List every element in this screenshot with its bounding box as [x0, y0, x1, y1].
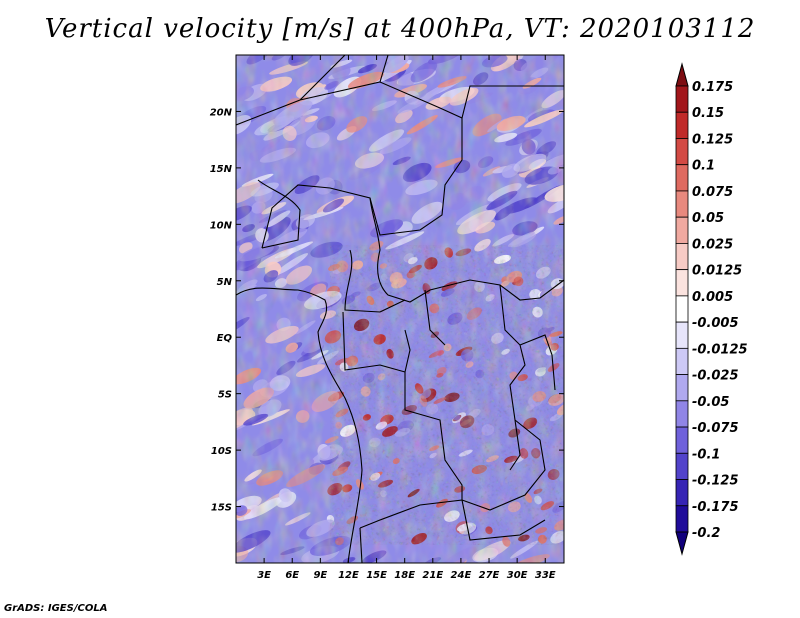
colorbar-label: 0.125: [692, 132, 733, 147]
colorbar-label: -0.025: [692, 369, 739, 384]
y-tick-label: 10N: [210, 220, 233, 231]
x-tick-label: 24E: [451, 570, 472, 581]
x-tick-label: 27E: [479, 570, 500, 581]
colorbar-box: [675, 400, 689, 428]
colorbar: 0.175 0.15 0.125 0.1 0.075 0.05 0.025 0.0125 0.0…: [675, 62, 748, 556]
colorbar-box: [675, 190, 689, 218]
colorbar-box: [675, 111, 689, 139]
colorbar-label: -0.0125: [692, 342, 748, 357]
colorbar-label: 0.025: [692, 237, 733, 252]
colorbar-label: 0.15: [692, 106, 724, 121]
colorbar-box: [675, 347, 689, 375]
colorbar-label: -0.075: [692, 421, 739, 436]
colorbar-label: -0.175: [692, 500, 739, 515]
credit-text: GrADS: IGES/COLA: [4, 603, 108, 614]
colorbar-box: [675, 138, 689, 166]
x-tick-label: 21E: [422, 570, 443, 581]
y-tick-label: 10S: [211, 446, 232, 457]
colorbar-label: 0.175: [692, 80, 733, 95]
colorbar-box: [675, 243, 689, 271]
colorbar-label: 0.0125: [692, 264, 742, 279]
colorbar-box: [675, 321, 689, 349]
colorbar-box: [675, 269, 689, 297]
coastlines: [236, 55, 564, 563]
colorbar-bottom-triangle: [675, 531, 689, 556]
colorbar-box: [675, 374, 689, 402]
x-tick-label: 12E: [338, 570, 359, 581]
map-field: [236, 55, 564, 563]
x-tick-label: 6E: [285, 570, 299, 581]
y-tick-label: 5S: [218, 390, 232, 401]
colorbar-box: [675, 426, 689, 454]
x-tick-label: 3E: [257, 570, 271, 581]
colorbar-label: -0.125: [692, 474, 739, 489]
colorbar-label: -0.2: [692, 526, 720, 541]
y-tick-label: EQ: [217, 333, 233, 344]
x-tick-label: 30E: [507, 570, 528, 581]
x-tick-label: 18E: [394, 570, 415, 581]
x-tick-label: 15E: [366, 570, 387, 581]
colorbar-label: -0.005: [692, 316, 739, 331]
colorbar-label: 0.005: [692, 290, 733, 305]
map-frame: [235, 54, 565, 564]
colorbar-box: [675, 295, 689, 323]
colorbar-label: 0.1: [692, 159, 715, 174]
colorbar-box: [675, 505, 689, 533]
colorbar-label: -0.1: [692, 447, 720, 462]
colorbar-box: [675, 85, 689, 113]
colorbar-box: [675, 452, 689, 480]
colorbar-box: [675, 216, 689, 244]
map-axes: 3E 6E 9E 12E 15E 18E 21E 24E 27E 30E 33E 20N 15N 10N 5…: [210, 55, 564, 581]
colorbar-box: [675, 479, 689, 507]
y-tick-label: 15S: [211, 503, 232, 514]
y-tick-label: 15N: [210, 164, 233, 175]
y-tick-label: 5N: [217, 277, 233, 288]
x-tick-label: 9E: [313, 570, 327, 581]
x-tick-label: 33E: [535, 570, 556, 581]
colorbar-label: 0.075: [692, 185, 733, 200]
colorbar-label: -0.05: [692, 395, 729, 410]
colorbar-top-triangle: [675, 62, 689, 87]
chart-title: Vertical velocity [m/s] at 400hPa, VT: 2…: [44, 14, 756, 44]
y-tick-label: 20N: [210, 107, 233, 118]
colorbar-box: [675, 164, 689, 192]
colorbar-label: 0.05: [692, 211, 724, 226]
